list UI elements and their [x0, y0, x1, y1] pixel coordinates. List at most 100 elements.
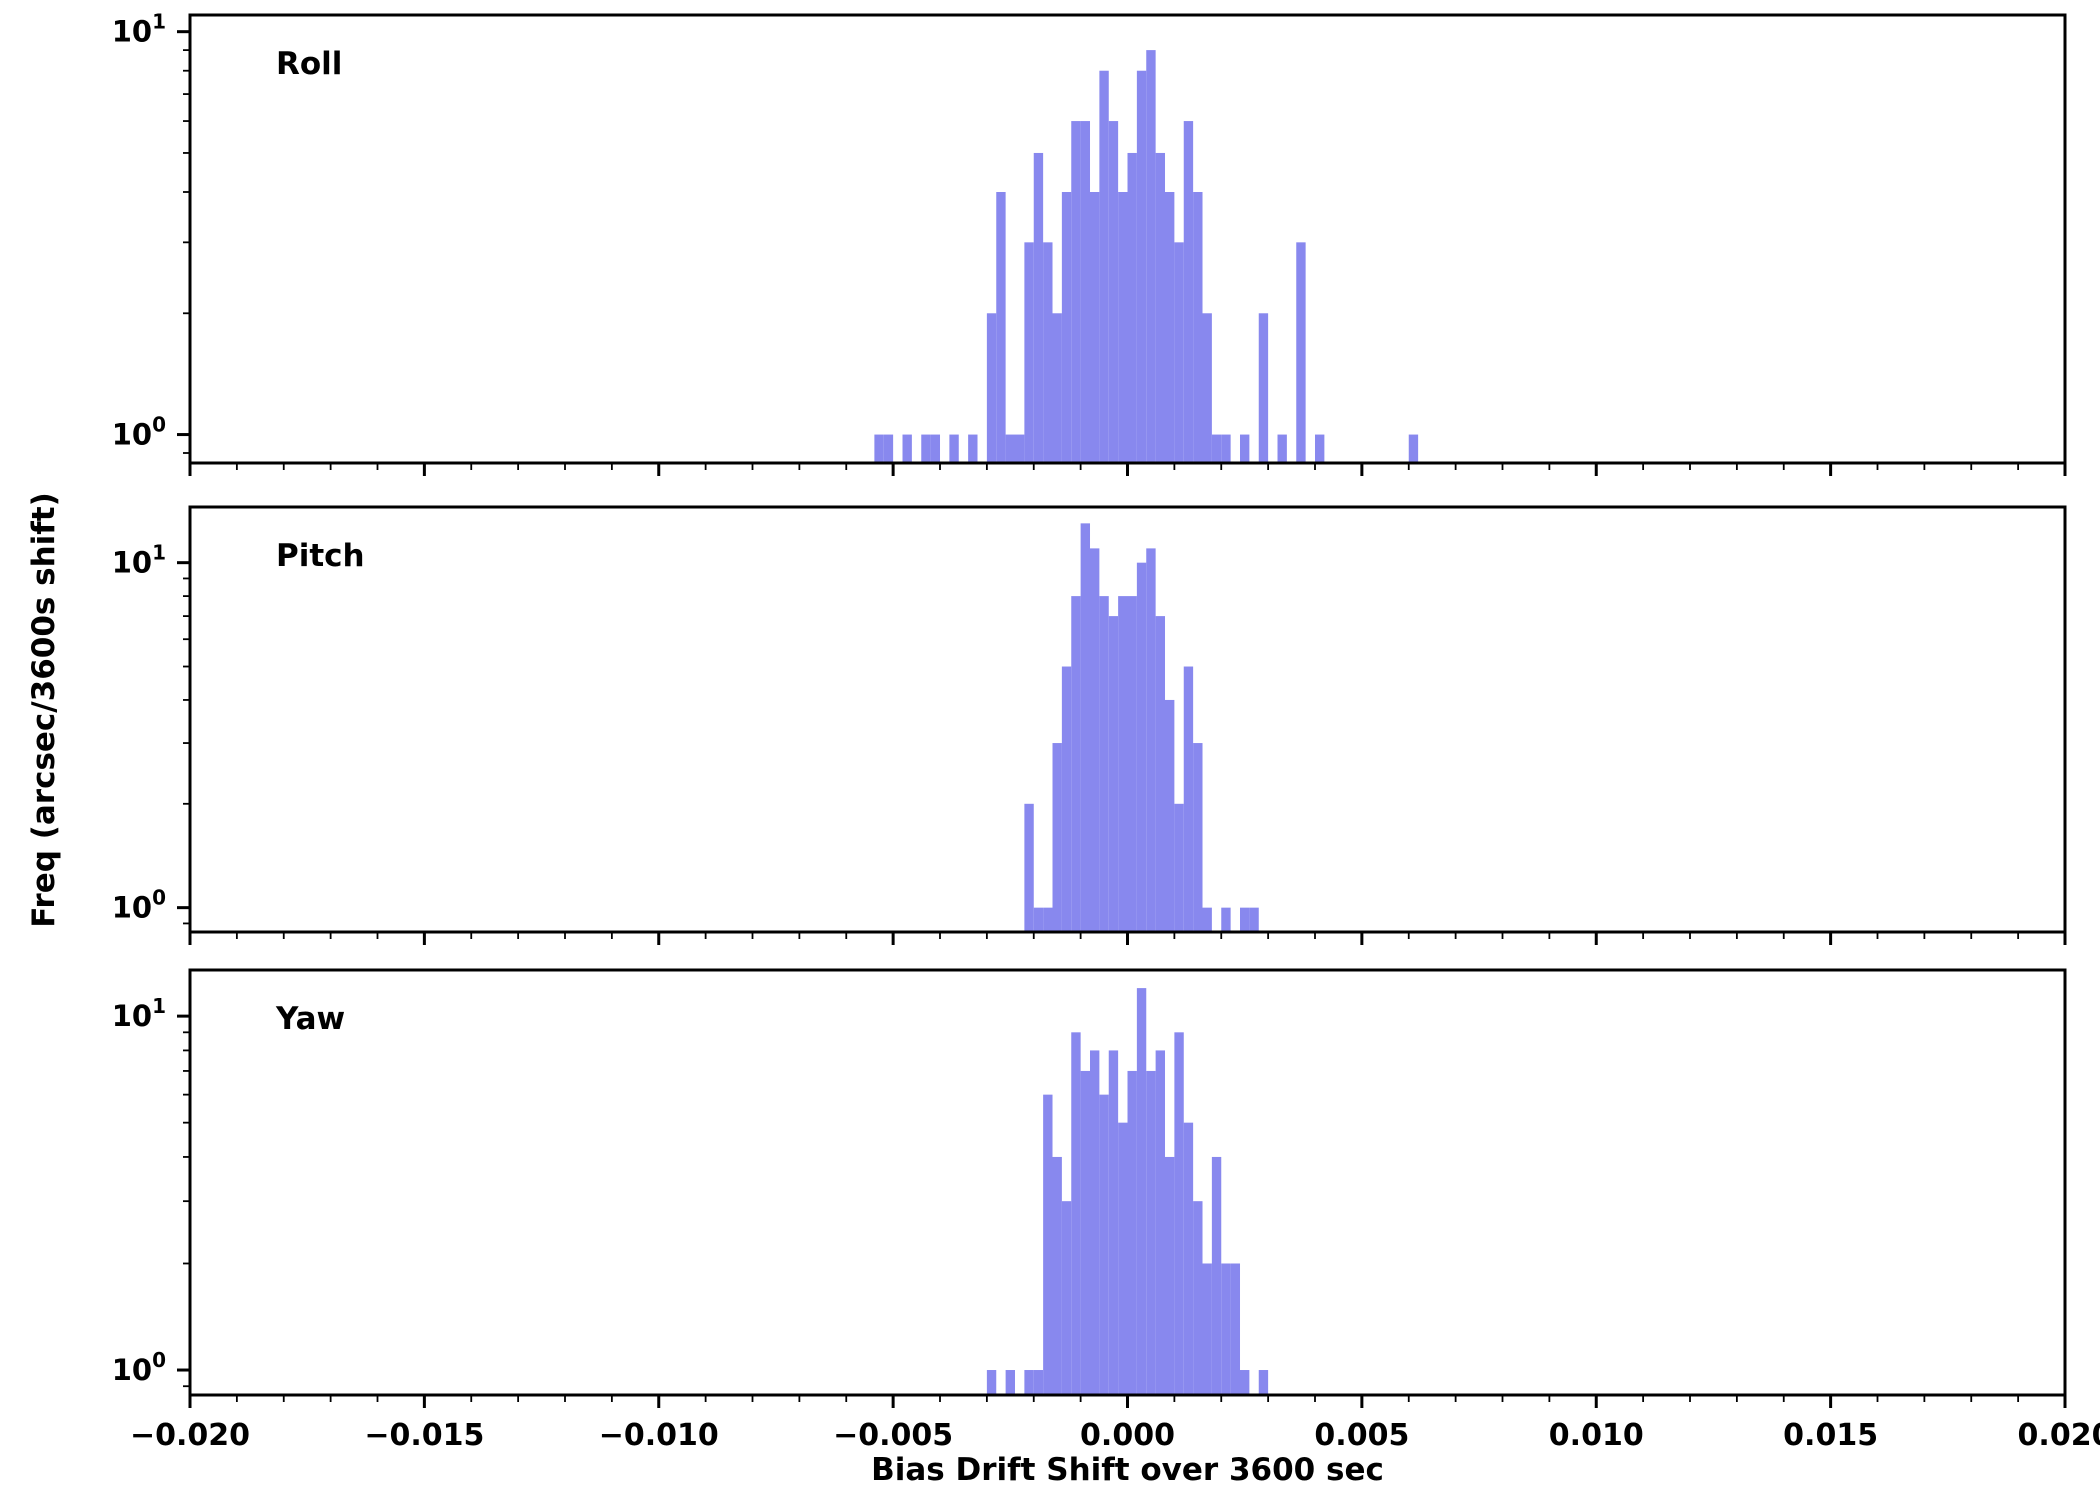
histogram-bar — [1408, 434, 1419, 463]
histogram-bar — [1221, 434, 1231, 463]
histogram-bar — [1071, 596, 1081, 932]
y-axis-label: Freq (arcsec/3600s shift) — [26, 492, 62, 928]
y-tick-label: 100 — [112, 1348, 166, 1387]
histogram-bar — [986, 313, 997, 463]
panel-title-roll: Roll — [276, 46, 343, 82]
histogram-bar — [1061, 1201, 1072, 1395]
histogram-bar — [1090, 548, 1100, 932]
histogram-bar — [1136, 562, 1147, 932]
histogram-bar — [1258, 313, 1269, 463]
y-tick-label: 100 — [112, 413, 166, 452]
histogram-bar — [930, 434, 941, 463]
histogram-bar — [1240, 434, 1250, 463]
histogram-bar — [921, 434, 931, 463]
panel-yaw: 100 101 −0.020 −0.015 −0.010 −0.005 0.000 0.005… — [112, 968, 2100, 1453]
histogram-bar — [1108, 1050, 1119, 1395]
histogram-bar — [1033, 907, 1044, 932]
histogram-bar — [1061, 666, 1072, 932]
histogram-bar — [1118, 192, 1128, 463]
histogram-bar — [1211, 1156, 1222, 1395]
histogram-bar — [1099, 70, 1109, 463]
panel-roll: 100 101 — [112, 10, 2067, 476]
histogram-bar — [1052, 1156, 1062, 1395]
histogram-bar — [1221, 1263, 1231, 1395]
histogram-bar — [1230, 1263, 1241, 1395]
histogram-bar — [1193, 743, 1203, 932]
histogram-bar — [1052, 743, 1062, 932]
x-tick-label: 0.015 — [1783, 1418, 1878, 1453]
histogram-bar — [1240, 1370, 1250, 1395]
histogram-bar — [1005, 1370, 1015, 1395]
histogram-bar — [1061, 192, 1072, 463]
histogram-bar — [1155, 1050, 1166, 1395]
histogram-bar — [1296, 242, 1306, 463]
y-tick-label: 100 — [112, 886, 166, 925]
histogram-bar — [1202, 313, 1212, 463]
histogram-bar — [1099, 1094, 1109, 1395]
histogram-bar — [1146, 50, 1156, 464]
histogram-bar — [1033, 1370, 1044, 1395]
histogram-bar — [968, 434, 978, 463]
x-tick-label: 0.005 — [1314, 1418, 1409, 1453]
histogram-bar — [1099, 596, 1109, 932]
x-axis-label: Bias Drift Shift over 3600 sec — [871, 1452, 1384, 1488]
histogram-bar — [1005, 434, 1015, 463]
x-tick-label: −0.015 — [364, 1418, 484, 1453]
histogram-bar — [1052, 313, 1062, 463]
histogram-bar — [1043, 907, 1053, 932]
histogram-bar — [1315, 434, 1325, 463]
panel-pitch: 100 101 — [112, 505, 2067, 945]
histogram-bar — [1033, 152, 1044, 463]
histogram-bar — [1165, 192, 1175, 463]
histogram-bar — [1024, 1370, 1034, 1395]
histogram-bar — [883, 434, 894, 463]
histogram-bar — [1080, 121, 1091, 463]
histogram-bar — [1071, 1032, 1081, 1395]
histogram-bar — [1174, 1032, 1184, 1395]
histogram-bar — [1240, 907, 1250, 932]
histogram-bar — [1043, 1094, 1053, 1395]
histogram-bar — [1108, 616, 1119, 932]
histogram-bar — [1193, 1201, 1203, 1395]
histogram-bar — [1183, 1122, 1194, 1395]
histogram-bar — [1165, 1156, 1175, 1395]
histogram-bar — [1136, 988, 1147, 1395]
histogram-bar — [1080, 523, 1091, 932]
histogram-bar — [1024, 242, 1034, 463]
histogram-bar — [1108, 121, 1119, 463]
y-tick-label: 101 — [112, 10, 166, 49]
x-tick-label: −0.010 — [599, 1418, 719, 1453]
histogram-bar — [1080, 1070, 1091, 1395]
histogram-bar — [874, 434, 884, 463]
histogram-bar — [1146, 548, 1156, 932]
panel-title-pitch: Pitch — [276, 538, 365, 574]
histogram-bar — [1127, 152, 1137, 463]
x-tick-label: 0.000 — [1080, 1418, 1175, 1453]
histogram-bar — [1174, 242, 1184, 463]
histogram-bar — [1127, 596, 1137, 932]
histogram-bar — [1118, 596, 1128, 932]
histogram-bar — [1024, 803, 1034, 932]
histogram-bar — [1071, 121, 1081, 463]
histogram-bar — [1193, 192, 1203, 463]
histogram-bar — [1090, 192, 1100, 463]
panel-title-yaw: Yaw — [276, 1001, 346, 1037]
x-tick-label: 0.010 — [1549, 1418, 1644, 1453]
histogram-bar — [902, 434, 912, 463]
histogram-bar — [1136, 70, 1147, 463]
x-tick-label: −0.020 — [130, 1418, 250, 1453]
histogram-bar — [1277, 434, 1287, 463]
histogram-bar — [1249, 907, 1259, 932]
histogram-bar — [1043, 242, 1053, 463]
histogram-bar — [986, 1370, 997, 1395]
histogram-bar — [1202, 1263, 1212, 1395]
histogram-bar — [1146, 1070, 1156, 1395]
histogram-bar — [1183, 666, 1194, 932]
y-tick-label: 101 — [112, 541, 166, 580]
histogram-bar — [1211, 434, 1222, 463]
histogram-bar — [1174, 803, 1184, 932]
histogram-bar — [1221, 907, 1231, 932]
histogram-bar — [1127, 1070, 1137, 1395]
